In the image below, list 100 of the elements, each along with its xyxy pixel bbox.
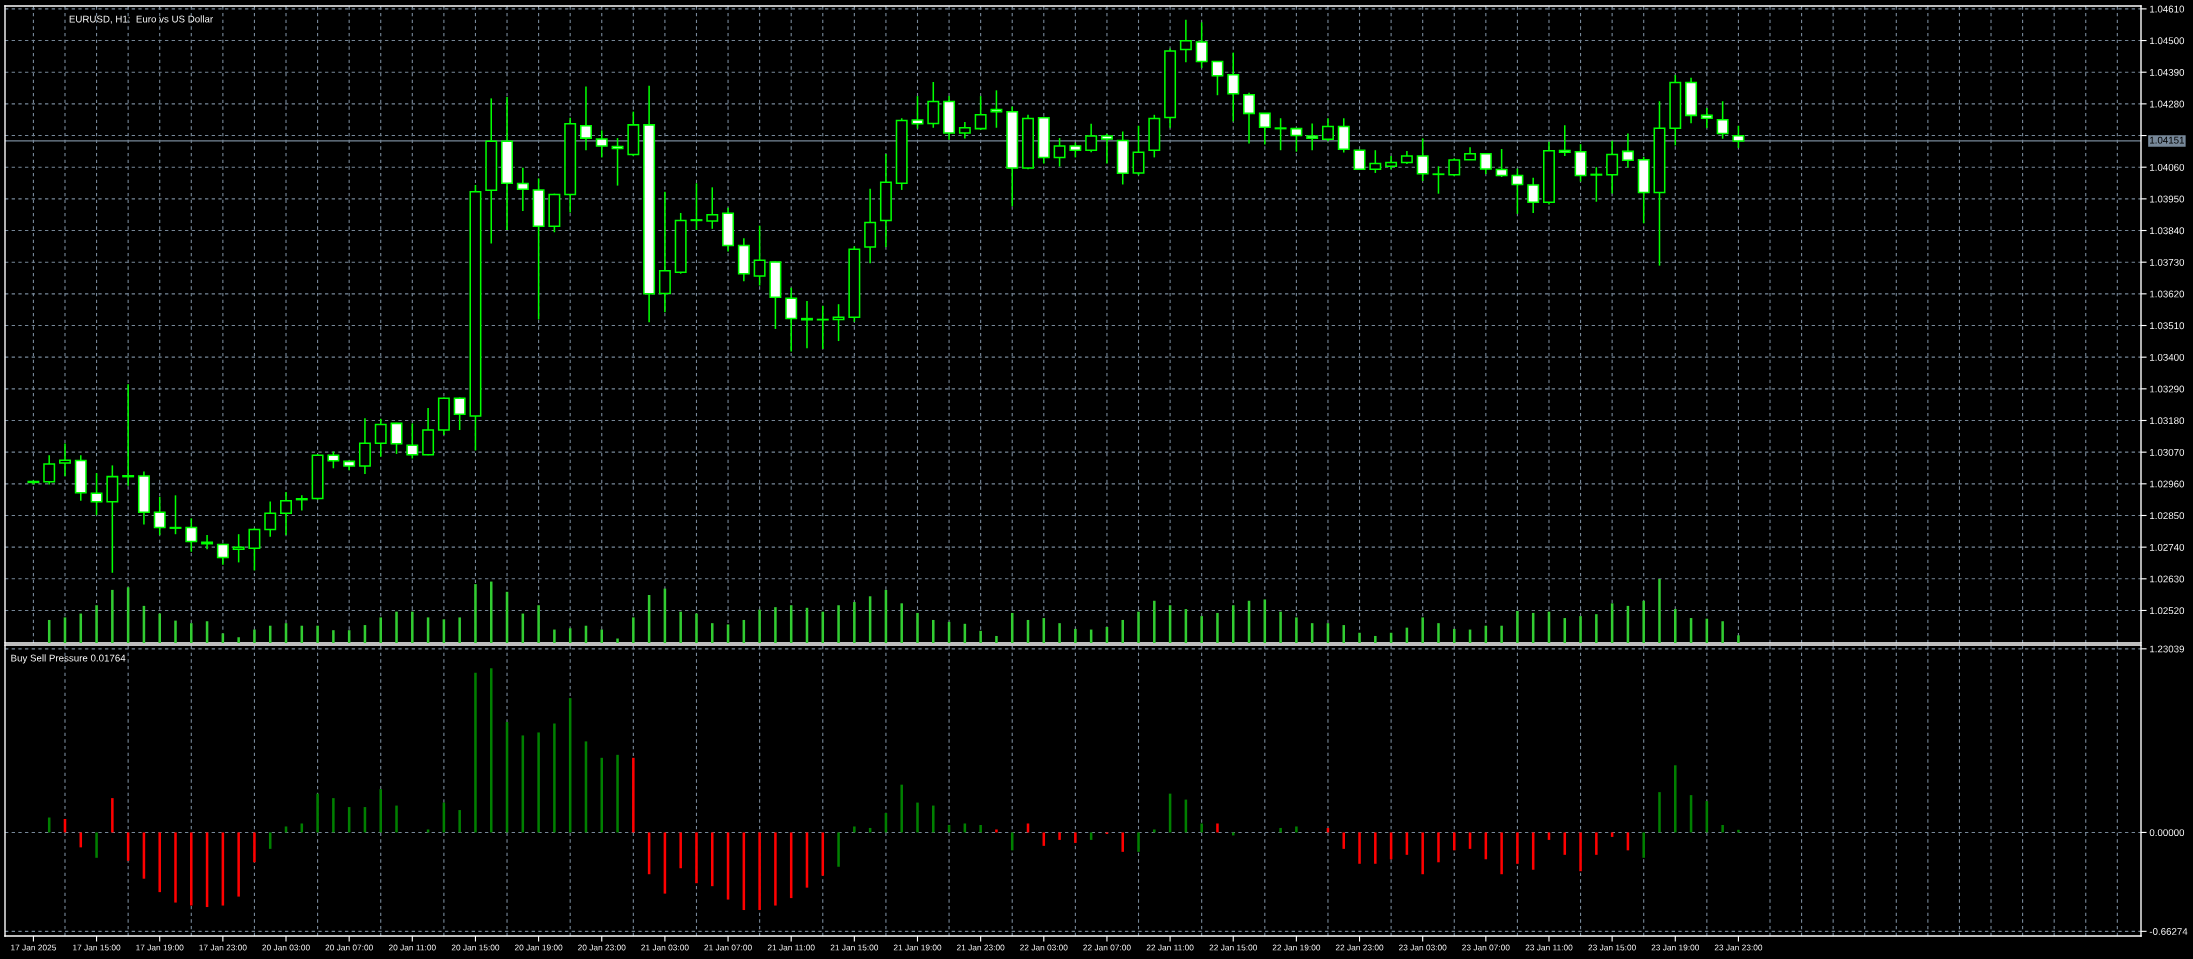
- bar: [1216, 823, 1219, 833]
- bar: [316, 793, 319, 833]
- y-tick-label: 1.03510: [2150, 322, 2185, 330]
- bar: [1231, 605, 1235, 643]
- candlestick: [1558, 124, 1571, 157]
- bar: [1516, 611, 1519, 643]
- y-tick-label: 1.02850: [2150, 512, 2185, 520]
- candlestick: [358, 417, 371, 475]
- bar: [632, 757, 635, 833]
- bar: [1153, 600, 1156, 643]
- bar: [1058, 832, 1061, 840]
- candlestick: [1227, 51, 1240, 123]
- bar: [1153, 829, 1156, 833]
- x-tick-label: 17 Jan 2025: [11, 944, 57, 951]
- bar: [1721, 824, 1724, 833]
- bar: [679, 611, 682, 643]
- bar: [932, 619, 935, 643]
- bar: [1453, 832, 1456, 851]
- bar: [1374, 635, 1377, 643]
- candlestick: [785, 287, 798, 353]
- bar: [379, 789, 382, 833]
- bar: [1121, 619, 1124, 643]
- bar: [695, 613, 698, 643]
- bar: [758, 609, 761, 643]
- candlestick: [1574, 143, 1587, 183]
- bar: [158, 832, 161, 893]
- bar: [600, 629, 604, 643]
- candlestick: [801, 300, 813, 350]
- x-tick-label: 20 Jan 11:00: [388, 944, 436, 951]
- x-tick-label: 21 Jan 19:00: [893, 944, 942, 951]
- x-tick-label: 23 Jan 11:00: [1525, 944, 1573, 951]
- bar: [1231, 832, 1235, 836]
- x-tick-label: 22 Jan 07:00: [1083, 944, 1131, 951]
- bar: [1342, 832, 1346, 849]
- bar: [411, 611, 414, 643]
- bar: [837, 832, 840, 867]
- x-tick-label: 17 Jan 23:00: [199, 944, 247, 951]
- bar: [1121, 832, 1124, 852]
- bar: [537, 605, 540, 643]
- candlestick: [1100, 133, 1113, 165]
- x-tick-label: 22 Jan 03:00: [1020, 944, 1068, 951]
- bar: [1279, 611, 1282, 643]
- candlestick: [1590, 166, 1603, 203]
- candlestick: [1274, 117, 1287, 151]
- candlestick: [1527, 177, 1540, 214]
- y-tick-label: 0.00000: [2149, 829, 2185, 837]
- bar: [632, 617, 635, 643]
- bar: [395, 611, 398, 643]
- candlestick: [1258, 112, 1271, 146]
- x-tick-label: 23 Jan 19:00: [1651, 944, 1700, 951]
- candlestick: [516, 167, 529, 212]
- candlestick: [1290, 127, 1303, 153]
- candlestick: [169, 494, 182, 535]
- candlestick: [280, 491, 292, 536]
- candlestick: [927, 81, 940, 129]
- bar: [332, 630, 335, 643]
- bar: [758, 832, 761, 911]
- x-tick-label: 20 Jan 19:00: [514, 944, 563, 951]
- bar: [837, 605, 840, 643]
- candlestick: [1353, 149, 1366, 170]
- ref-line-label: 1.04151: [2150, 136, 2184, 144]
- candlestick: [1132, 124, 1145, 177]
- candlestick: [1732, 124, 1745, 149]
- bar: [916, 612, 919, 643]
- candlestick: [201, 534, 214, 550]
- bar: [1642, 832, 1645, 858]
- bar: [1374, 832, 1377, 864]
- x-tick-label: 21 Jan 03:00: [641, 944, 689, 951]
- candlestick: [1432, 165, 1445, 195]
- bar: [95, 605, 98, 643]
- text: EURUSD, H1: Euro vs US Dollar: [69, 15, 213, 24]
- candlestick: [579, 85, 592, 151]
- candlestick: [1321, 117, 1334, 143]
- bar: [1642, 600, 1645, 643]
- bar: [190, 623, 193, 643]
- y-tick-label: 1.04060: [2150, 163, 2185, 171]
- bar: [1074, 628, 1077, 643]
- bar: [1516, 832, 1519, 864]
- bar: [1200, 616, 1203, 643]
- x-tick-label: 22 Jan 11:00: [1146, 944, 1194, 951]
- candlestick: [816, 304, 829, 350]
- bar: [1658, 579, 1661, 643]
- candlestick: [658, 190, 671, 314]
- candlestick: [374, 418, 387, 458]
- bar: [774, 832, 777, 906]
- x-tick-label: 20 Jan 07:00: [325, 944, 373, 951]
- bar: [1721, 621, 1724, 643]
- candlestick: [1195, 21, 1208, 69]
- candlestick: [1511, 167, 1524, 215]
- bar: [395, 805, 398, 833]
- candlestick: [90, 472, 103, 516]
- candlestick: [1700, 107, 1713, 129]
- y-tick-label: 1.03070: [2150, 448, 2185, 456]
- x-tick-label: 21 Jan 11:00: [767, 944, 815, 951]
- y-tick-label: 1.03620: [2150, 290, 2185, 298]
- bar: [253, 832, 256, 863]
- bar: [237, 832, 240, 897]
- bar: [1137, 611, 1140, 643]
- candlestick: [122, 383, 135, 487]
- x-tick-label: 20 Jan 03:00: [262, 944, 310, 951]
